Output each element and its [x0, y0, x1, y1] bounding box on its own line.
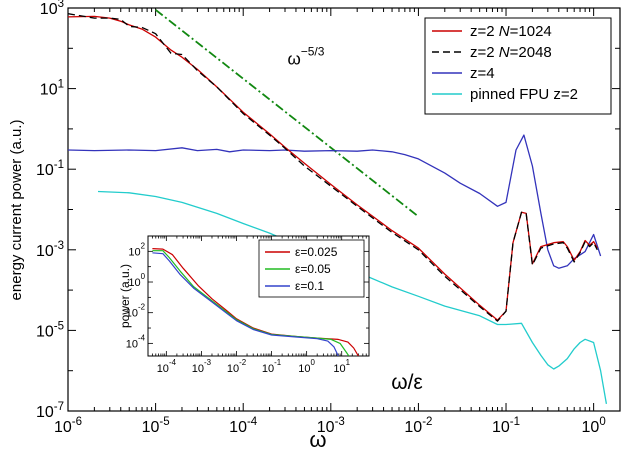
inset-y-tick-label: 10-4 [126, 333, 146, 350]
inset-x-tick-label: 10-3 [192, 358, 212, 375]
main-legend: z=2 N=1024 z=2 N=2048 z=4 pinned FPU z=2 [424, 17, 612, 115]
inset-y-tick-labels: 10-4 10-2 100 102 [126, 241, 146, 350]
inset-y-axis-title: power (a.u.) [118, 264, 132, 328]
inset-legend: ε=0.025 ε=0.05 ε=0.1 [258, 239, 365, 298]
inset-x-tick-label: 10-2 [227, 358, 246, 375]
x-tick-label: 100 [582, 416, 606, 436]
main-y-axis-title: energy current power (a.u.) [8, 120, 25, 301]
inset-chart: 10-4 10-3 10-2 10-1 100 101 10-4 10-2 100 102 po… [115, 235, 423, 394]
legend-label-2: z=4 [470, 65, 495, 82]
inset-series-line-0 [152, 248, 359, 356]
legend-label-3: pinned FPU z=2 [470, 86, 578, 103]
y-tick-label: 103 [40, 0, 64, 18]
inset-x-tick-label: 100 [298, 358, 315, 375]
inset-series-line-2 [152, 252, 339, 356]
y-tick-label: 10-3 [36, 240, 64, 260]
series-line-2 [68, 134, 602, 269]
series-line-1 [68, 13, 598, 322]
main-legend-box [424, 17, 612, 115]
x-tick-label: 10-6 [54, 416, 82, 436]
x-tick-label: 10-3 [317, 416, 345, 436]
power-law-annotation: ω−5/3 [287, 44, 324, 68]
x-tick-label: 10-2 [404, 416, 432, 436]
x-tick-label: 10-4 [229, 416, 258, 436]
series-line-0 [68, 15, 598, 321]
inset-x-axis-title: ω/ε [391, 371, 423, 394]
annotation-base: ω [287, 49, 300, 68]
inset-x-tick-label: 101 [333, 358, 350, 375]
main-y-tick-labels: 10-7 10-5 10-3 10-1 101 103 [36, 0, 64, 421]
inset-legend-label-0: ε=0.025 [295, 245, 338, 259]
legend-label-0: z=2 N=1024 [470, 23, 552, 40]
main-x-tick-labels: 10-6 10-5 10-4 10-3 10-2 10-1 100 [54, 416, 606, 436]
inset-legend-label-1: ε=0.05 [295, 262, 331, 276]
annotation-exponent: −5/3 [301, 44, 325, 58]
x-tick-label: 10-5 [142, 416, 170, 436]
main-series-group [68, 9, 608, 405]
inset-y-tick-label: 100 [128, 272, 145, 289]
x-tick-label: 10-1 [492, 416, 520, 436]
inset-series-line-1 [152, 250, 350, 356]
y-tick-label: 10-1 [36, 159, 64, 179]
series-line-3 [97, 190, 608, 405]
reference-line-omega-minus-5-3 [155, 9, 419, 218]
main-x-axis-title: ω [309, 427, 326, 452]
inset-x-tick-label: 10-4 [157, 358, 177, 375]
y-tick-label: 10-5 [36, 320, 64, 340]
inset-x-tick-labels: 10-4 10-3 10-2 10-1 100 101 [157, 358, 351, 375]
main-axis-ticks [67, 7, 621, 412]
y-tick-label: 10-7 [36, 401, 64, 421]
inset-plot-frame [147, 235, 370, 357]
inset-x-tick-label: 10-1 [262, 358, 282, 375]
inset-y-tick-label: 102 [128, 241, 145, 258]
inset-legend-label-2: ε=0.1 [295, 279, 324, 293]
legend-label-1: z=2 N=2048 [470, 44, 552, 61]
y-tick-label: 101 [40, 79, 64, 99]
inset-series-group [152, 248, 359, 356]
inset-y-tick-label: 10-2 [126, 303, 145, 320]
